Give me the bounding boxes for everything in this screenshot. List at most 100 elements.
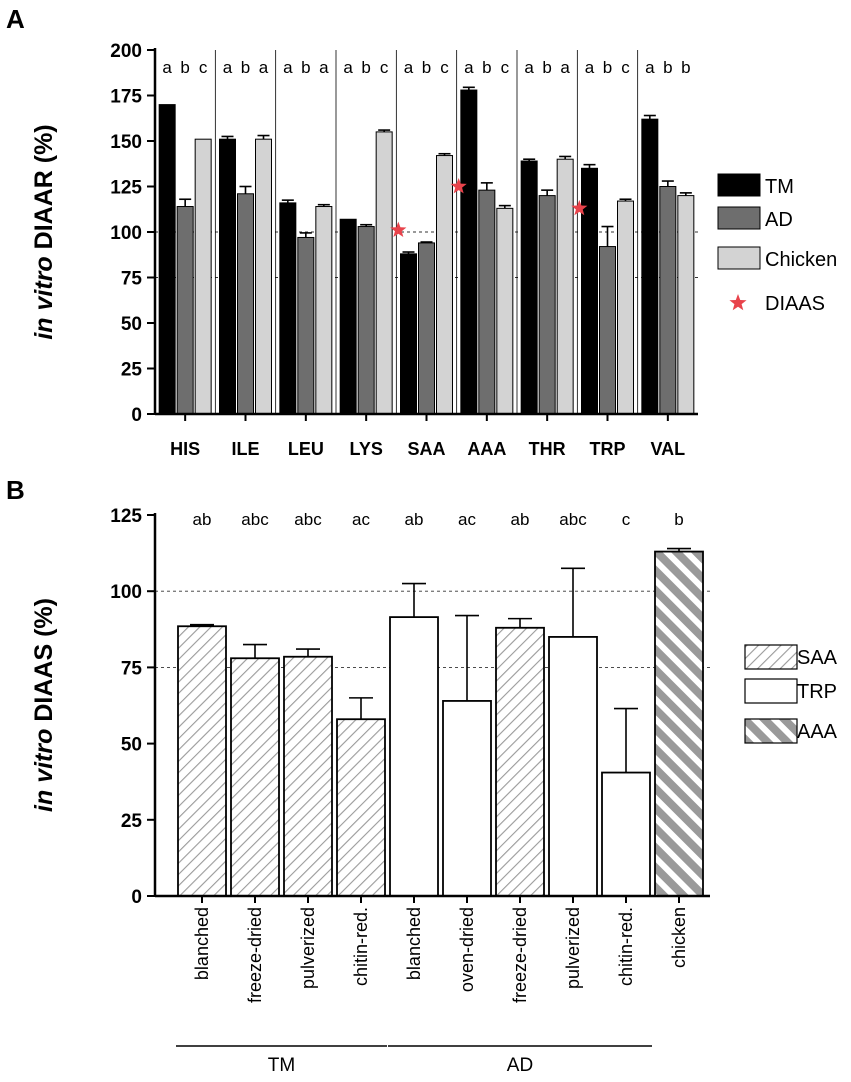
panel-a-bar-chicken-aaa [496, 207, 514, 415]
panel-a-significance-letter: a [404, 58, 414, 77]
panel-a-error-bar-chicken-aaa [498, 204, 511, 209]
panel-b-x-tick-label: pulverized [563, 907, 583, 989]
panel-a-error-bar-ad-trp [601, 225, 614, 247]
panel-a-y-tick-label: 175 [110, 87, 142, 108]
panel-a-bar-ad-lys [357, 226, 375, 415]
panel-a-x-tick-label: SAA [407, 439, 445, 459]
panel-a-significance-letter: c [380, 58, 389, 77]
panel-a-significance-letter: a [524, 58, 534, 77]
panel-a-error-bar-tm-thr [523, 158, 536, 162]
panel-a-x-tick-label: LYS [349, 439, 382, 459]
panel-b-error-bar-6 [508, 617, 532, 628]
panel-b-y-tick-label: 25 [121, 811, 143, 832]
panel-b-plot: abblanchedabcfreeze-driedabcpulverizedac… [110, 506, 710, 1076]
panel-b-legend-swatch-saa [744, 644, 798, 670]
panel-a-significance-letter: b [301, 58, 310, 77]
panel-a-bar-chicken-leu [315, 206, 333, 415]
panel-a-bar-chicken-thr [556, 158, 574, 415]
panel-b-significance-letter: ac [352, 510, 370, 529]
panel-b-y-tick-label: 0 [131, 887, 142, 908]
panel-a-x-tick-label: TRP [590, 439, 626, 459]
panel-a-significance-letter: b [241, 58, 250, 77]
panel-a-significance-letter: a [464, 58, 474, 77]
panel-a-y-tick-label: 50 [121, 314, 142, 335]
panel-a-bar-chicken-saa [436, 155, 453, 415]
panel-a-error-bar-chicken-saa [438, 152, 451, 156]
panel-b-significance-letter: ab [511, 510, 530, 529]
panel-a-x-tick-label: HIS [170, 439, 200, 459]
panel-a-legend-label-tm: TM [765, 176, 794, 198]
panel-a-significance-letter: a [283, 58, 293, 77]
panel-a-bar-tm-lys [339, 218, 357, 415]
panel-a-error-bar-tm-saa [402, 251, 415, 254]
panel-a-error-bar-tm-trp [583, 163, 596, 169]
panel-b-bar-freeze-dried-1 [230, 657, 280, 897]
panel-a-bar-ad-trp [599, 246, 616, 415]
panel-a-significance-letter: a [343, 58, 353, 77]
panel-b-x-tick-label: freeze-dried [245, 907, 265, 1003]
panel-a-error-bar-ad-val [661, 180, 674, 187]
panel-a-significance-letter: a [560, 58, 570, 77]
panel-a-bar-ad-val [659, 186, 677, 415]
panel-a-bar-chicken-val [677, 195, 695, 415]
panel-a-error-bar-tm-leu [281, 199, 294, 203]
panel-a-bar-ad-leu [297, 236, 315, 415]
panel-b-x-tick-label: blanched [192, 907, 212, 980]
panel-a-significance-letter: c [501, 58, 510, 77]
panel-b-significance-letter: c [622, 510, 631, 529]
panel-a-error-bar-chicken-val [679, 192, 692, 196]
panel-a-error-bar-ad-ile [239, 185, 252, 194]
panel-a-legend-swatch-ad [717, 206, 761, 230]
panel-a-diaas-star-saa [390, 221, 407, 238]
panel-a-significance-letter: b [180, 58, 189, 77]
panel-a-significance-letter: b [482, 58, 491, 77]
panel-b-error-bar-5 [455, 614, 479, 701]
panel-b-y-tick-label: 75 [121, 658, 143, 679]
panel-b-group-label-tm: TM [268, 1055, 295, 1076]
panel-a-label: A [6, 4, 25, 34]
panel-b-significance-letter: abc [559, 510, 587, 529]
panel-a-bar-chicken-ile [255, 138, 272, 415]
panel-b-bar-pulverized-7 [548, 636, 598, 897]
panel-b-error-bar-3 [349, 697, 373, 720]
panel-a-significance-letter: b [663, 58, 672, 77]
panel-b-x-tick-label: pulverized [298, 907, 318, 989]
panel-a-significance-letter: b [603, 58, 612, 77]
panel-a-bar-tm-val [641, 118, 659, 415]
panel-a-significance-letter: b [681, 58, 690, 77]
panel-a-significance-letter: a [223, 58, 233, 77]
panel-a-significance-letter: c [621, 58, 630, 77]
panel-a-legend-swatch-chicken [717, 246, 761, 270]
panel-b-error-bar-0 [190, 623, 214, 627]
panel-b-bar-oven-dried-5 [442, 700, 492, 897]
panel-a-error-bar-ad-his [179, 198, 192, 207]
panel-a-ylabel-rest: DIAAR (%) [30, 124, 58, 256]
panel-b-legend-label-aaa: AAA [797, 721, 838, 743]
panel-b-x-tick-label: blanched [404, 907, 424, 980]
panel-a-y-tick-label: 0 [131, 405, 142, 426]
panel-b-x-tick-label: freeze-dried [510, 907, 530, 1003]
panel-b-legend-swatch-trp [744, 678, 798, 704]
panel-a-error-bar-tm-aaa [462, 86, 475, 91]
panel-b-bar-blanched-4 [389, 616, 439, 897]
panel-b-legend-label-saa: SAA [797, 647, 838, 669]
panel-a-bar-ad-thr [538, 195, 556, 415]
panel-b-significance-letter: ab [405, 510, 424, 529]
panel-a-error-bar-ad-leu [299, 232, 312, 238]
panel-b-x-tick-label: chitin-red. [351, 907, 371, 986]
panel-a-bar-tm-ile [219, 138, 236, 415]
panel-b-bar-chitin-red--8 [601, 771, 651, 897]
panel-a-x-tick-label: VAL [650, 439, 685, 459]
panel-a-x-tick-label: AAA [467, 439, 506, 459]
panel-a-significance-letter: c [440, 58, 449, 77]
panel-a-legend-label-ad: AD [765, 209, 793, 231]
panel-a-significance-letter: a [259, 58, 269, 77]
panel-a-bar-tm-saa [400, 253, 417, 415]
panel-a-bar-tm-aaa [460, 89, 478, 415]
panel-a-bar-chicken-trp [617, 200, 634, 415]
panel-a-significance-letter: b [422, 58, 431, 77]
panel-a-bar-ad-saa [418, 242, 435, 415]
panel-a-error-bar-chicken-ile [257, 134, 270, 140]
